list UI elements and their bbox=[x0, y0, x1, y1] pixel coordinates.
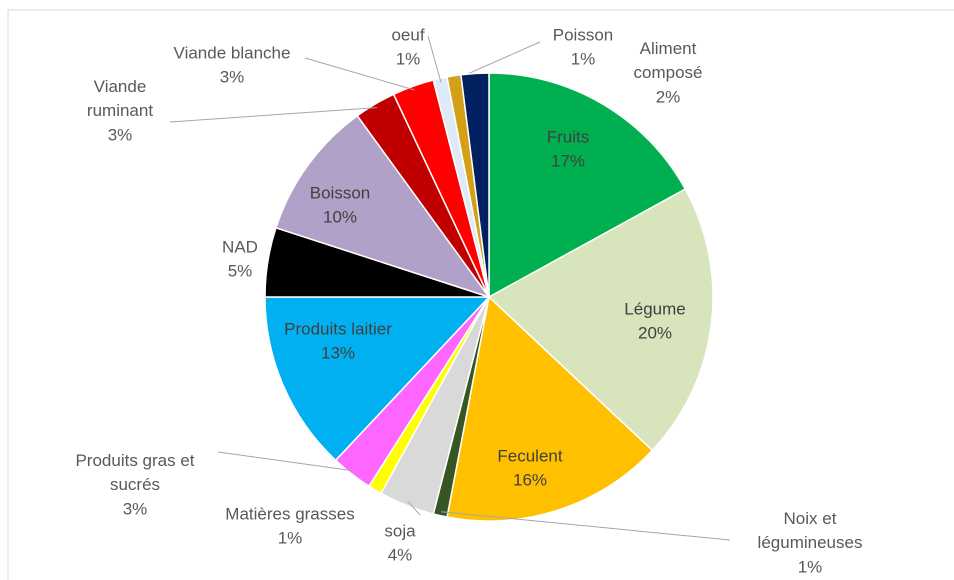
slice-label: Légume bbox=[624, 299, 685, 318]
slice-percent: 3% bbox=[123, 499, 148, 518]
slice-label: Poisson bbox=[553, 25, 613, 44]
slice-percent: 1% bbox=[798, 557, 823, 576]
slice-label: Viande blanche bbox=[174, 43, 291, 62]
pie-slice bbox=[488, 72, 687, 299]
slice-percent: 1% bbox=[396, 49, 421, 68]
slice-percent: 3% bbox=[220, 67, 245, 86]
slice-label: oeuf bbox=[391, 25, 424, 44]
leader-line bbox=[304, 57, 415, 91]
slice-percent: 1% bbox=[278, 528, 303, 547]
slice-percent: 17% bbox=[551, 151, 585, 170]
slice-percent: 1% bbox=[571, 49, 596, 68]
slice-percent: 4% bbox=[388, 545, 413, 564]
slice-label: Produits gras et sucrés bbox=[75, 451, 194, 494]
slice-percent: 16% bbox=[513, 470, 547, 489]
slice-percent: 20% bbox=[638, 323, 672, 342]
slice-label: Viande ruminant bbox=[87, 77, 153, 120]
slice-percent: 3% bbox=[108, 125, 133, 144]
leader-line bbox=[427, 35, 442, 83]
slice-label: Matières grasses bbox=[225, 504, 354, 523]
slice-label: Feculent bbox=[497, 446, 562, 465]
slice-label: Aliment composé bbox=[634, 39, 703, 82]
leader-line bbox=[440, 511, 731, 541]
chart-frame bbox=[7, 9, 954, 580]
pie-slice bbox=[460, 72, 490, 298]
leader-line bbox=[217, 451, 355, 472]
slice-label: NAD bbox=[222, 237, 258, 256]
slice-label: Produits laitier bbox=[284, 319, 392, 338]
slice-percent: 10% bbox=[323, 207, 357, 226]
slice-label: soja bbox=[384, 521, 416, 540]
slice-percent: 5% bbox=[228, 261, 253, 280]
slice-label: Fruits bbox=[547, 127, 590, 146]
slice-percent: 13% bbox=[321, 343, 355, 362]
slice-percent: 2% bbox=[656, 87, 681, 106]
pie-slice bbox=[275, 114, 491, 299]
slice-label: Noix et légumineuses bbox=[758, 509, 863, 552]
pie-slice bbox=[264, 296, 491, 462]
leader-line bbox=[169, 107, 378, 123]
leader-line bbox=[407, 501, 421, 516]
pie-slice bbox=[446, 295, 654, 522]
pie-slice bbox=[487, 188, 714, 452]
slice-label: Boisson bbox=[310, 183, 370, 202]
